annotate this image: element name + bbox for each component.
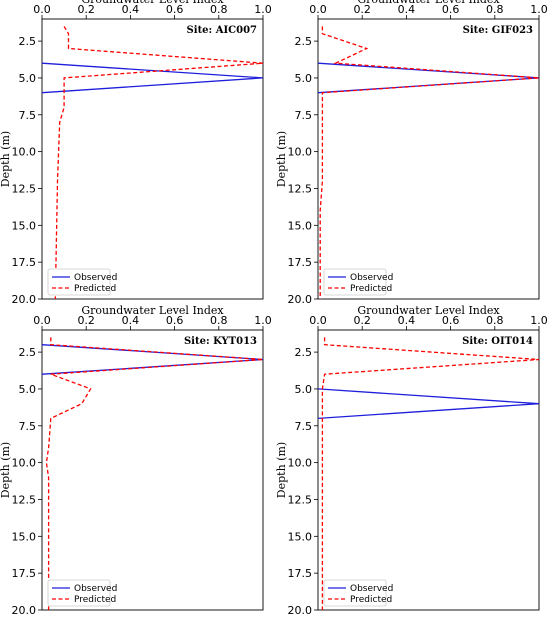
subplot: 0.0 0.2 0.4 0.6 0.8 1.0 2.5 5.0 7.5 10.0 12.5 15.0 1… <box>275 0 548 306</box>
series-line-1 <box>321 337 540 610</box>
y-axis-title: Depth (m) <box>275 131 288 187</box>
y-tick-label: 15.0 <box>288 530 313 543</box>
x-tick-label: 0.8 <box>210 3 228 16</box>
series-line-0 <box>317 388 540 420</box>
series-line-0 <box>41 62 264 94</box>
y-tick-label: 17.5 <box>288 567 313 580</box>
y-axis-title: Depth (m) <box>0 131 12 187</box>
y-tick-label: 15.0 <box>288 219 313 232</box>
x-tick-label: 1.0 <box>254 3 272 16</box>
legend-label: Observed <box>350 584 393 594</box>
y-tick-label: 5.0 <box>19 72 37 85</box>
x-tick-label: 0.2 <box>353 3 371 16</box>
legend-box <box>323 268 387 296</box>
subplot: 0.0 0.2 0.4 0.6 0.8 1.0 2.5 5.0 7.5 10.0 12.5 15.0 1… <box>0 0 272 306</box>
x-tick-label: 0.2 <box>353 314 371 327</box>
x-tick-label: 0.0 <box>33 3 51 16</box>
y-tick-label: 5.0 <box>295 72 313 85</box>
site-label: Site: AIC007 <box>187 25 257 36</box>
y-tick-label: 20.0 <box>288 604 313 617</box>
y-tick-label: 2.5 <box>19 346 37 359</box>
y-tick-label: 20.0 <box>288 293 313 306</box>
y-tick-label: 17.5 <box>12 256 37 269</box>
legend-label: Observed <box>74 273 117 283</box>
x-tick-label: 1.0 <box>254 314 272 327</box>
x-tick-label: 0.8 <box>210 314 228 327</box>
legend-label: Observed <box>350 273 393 283</box>
y-tick-label: 20.0 <box>12 604 37 617</box>
x-tick-label: 1.0 <box>530 314 548 327</box>
legend-label: Predicted <box>350 595 392 605</box>
x-tick-label: 0.8 <box>486 3 504 16</box>
y-tick-label: 7.5 <box>19 420 37 433</box>
x-tick-label: 0.0 <box>309 3 327 16</box>
y-tick-label: 12.5 <box>288 493 313 506</box>
series-line-1 <box>54 26 264 300</box>
legend-label: Predicted <box>74 284 116 294</box>
site-label: Site: KYT013 <box>184 336 257 347</box>
x-tick-label: 0.2 <box>77 3 95 16</box>
x-tick-label: 0.4 <box>122 3 140 16</box>
plot-area <box>317 18 540 300</box>
y-tick-label: 7.5 <box>19 109 37 122</box>
legend-box <box>47 268 111 296</box>
y-tick-label: 2.5 <box>19 35 37 48</box>
y-tick-label: 7.5 <box>295 109 313 122</box>
y-tick-label: 10.0 <box>12 146 37 159</box>
y-tick-label: 20.0 <box>12 293 37 306</box>
legend-box <box>323 579 387 607</box>
y-tick-label: 17.5 <box>12 567 37 580</box>
x-tick-label: 0.6 <box>166 314 184 327</box>
x-axis-title: Groundwater Level Index <box>357 0 500 6</box>
y-tick-label: 7.5 <box>295 420 313 433</box>
y-tick-label: 12.5 <box>12 182 37 195</box>
y-tick-label: 2.5 <box>295 35 313 48</box>
y-tick-label: 17.5 <box>288 256 313 269</box>
x-axis-title: Groundwater Level Index <box>357 304 500 317</box>
y-axis-title: Depth (m) <box>275 442 288 498</box>
site-label: Site: OIT014 <box>462 336 533 347</box>
legend-label: Predicted <box>350 284 392 294</box>
plot-area <box>317 329 540 611</box>
x-axis-title: Groundwater Level Index <box>81 0 224 6</box>
y-tick-label: 5.0 <box>295 383 313 396</box>
x-tick-label: 0.0 <box>33 314 51 327</box>
subplot: 0.0 0.2 0.4 0.6 0.8 1.0 2.5 5.0 7.5 10.0 12.5 15.0 1… <box>0 304 272 617</box>
subplot: 0.0 0.2 0.4 0.6 0.8 1.0 2.5 5.0 7.5 10.0 12.5 15.0 1… <box>275 304 548 617</box>
plot-area <box>41 329 264 611</box>
legend-label: Predicted <box>74 595 116 605</box>
y-tick-label: 2.5 <box>295 346 313 359</box>
x-tick-label: 0.4 <box>122 314 140 327</box>
x-tick-label: 0.8 <box>486 314 504 327</box>
site-label: Site: GIF023 <box>463 25 533 36</box>
legend-label: Observed <box>74 584 117 594</box>
y-tick-label: 10.0 <box>288 457 313 470</box>
y-tick-label: 10.0 <box>12 457 37 470</box>
series-line-1 <box>319 26 540 299</box>
x-tick-label: 0.2 <box>77 314 95 327</box>
x-tick-label: 0.4 <box>398 314 416 327</box>
y-axis-title: Depth (m) <box>0 442 12 498</box>
y-tick-label: 12.5 <box>288 182 313 195</box>
x-tick-label: 0.6 <box>442 314 460 327</box>
x-tick-label: 0.6 <box>166 3 184 16</box>
x-tick-label: 0.4 <box>398 3 416 16</box>
x-tick-label: 0.0 <box>309 314 327 327</box>
y-tick-label: 12.5 <box>12 493 37 506</box>
x-tick-label: 1.0 <box>530 3 548 16</box>
series-line-0 <box>317 62 540 94</box>
y-tick-label: 10.0 <box>288 146 313 159</box>
y-tick-label: 5.0 <box>19 383 37 396</box>
x-tick-label: 0.6 <box>442 3 460 16</box>
legend-box <box>47 579 111 607</box>
y-tick-label: 15.0 <box>12 219 37 232</box>
y-tick-label: 15.0 <box>12 530 37 543</box>
x-axis-title: Groundwater Level Index <box>81 304 224 317</box>
